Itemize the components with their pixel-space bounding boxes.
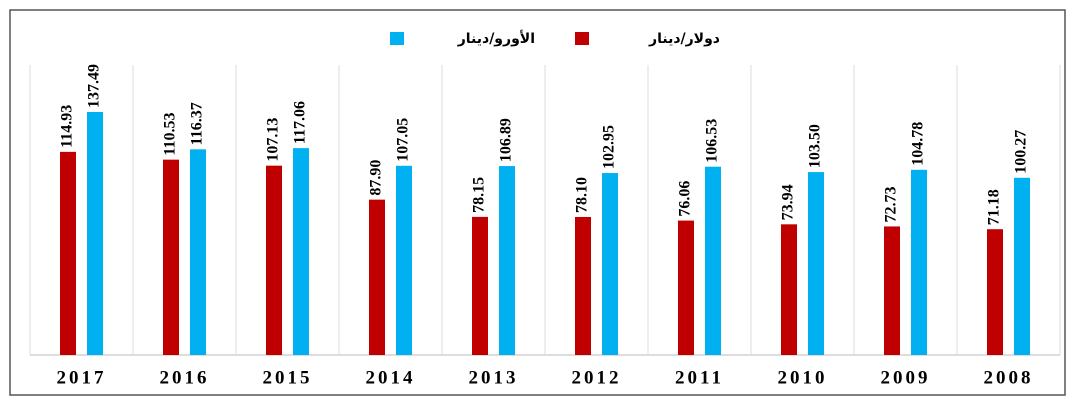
value-label: 71.18 [986,189,1003,225]
value-label: 117.06 [292,101,309,144]
value-label: 110.53 [162,113,179,156]
bar [808,172,824,355]
bar [87,112,103,355]
bar [190,149,206,355]
value-label: 106.89 [498,118,515,162]
bar [472,216,488,355]
value-label: 87.90 [368,160,385,196]
legend-swatch [575,32,589,45]
legend-label: دولار/دينار [648,31,720,47]
x-tick-label: 2012 [572,367,622,388]
bar [575,216,591,355]
value-label: 114.93 [59,105,76,148]
bar [499,166,515,355]
value-label: 78.10 [574,177,591,213]
bar [911,169,927,355]
value-label: 116.37 [189,102,206,145]
bar [266,165,282,355]
legend-label: الأورو/دينار [457,30,535,47]
bar [602,173,618,355]
x-tick-label: 2010 [778,367,828,388]
bar [781,224,797,355]
x-tick-label: 2016 [160,367,210,388]
bar [60,151,76,355]
value-label: 104.78 [910,122,927,166]
bar [678,220,694,355]
x-tick-label: 2011 [675,367,724,388]
bar [396,165,412,355]
value-label: 107.13 [265,118,282,162]
value-label: 106.53 [704,119,721,163]
x-tick-label: 2017 [57,367,107,388]
bar [705,166,721,355]
value-label: 102.95 [601,125,618,169]
bar [1014,177,1030,355]
bar [987,229,1003,355]
x-tick-label: 2013 [469,367,519,388]
legend-swatch [390,32,404,45]
x-tick-label: 2009 [881,367,931,388]
value-label: 107.05 [395,118,412,162]
value-label: 103.50 [807,124,824,168]
value-label: 73.94 [780,184,797,220]
x-tick-label: 2008 [984,367,1034,388]
value-label: 72.73 [883,186,900,222]
value-label: 78.15 [471,177,488,213]
x-tick-label: 2015 [263,367,313,388]
value-label: 137.49 [86,64,103,108]
bar [884,226,900,355]
bar [369,199,385,355]
value-label: 100.27 [1013,130,1030,174]
bar [163,159,179,355]
value-label: 76.06 [677,181,694,217]
bar [293,148,309,355]
x-tick-label: 2014 [366,367,416,388]
